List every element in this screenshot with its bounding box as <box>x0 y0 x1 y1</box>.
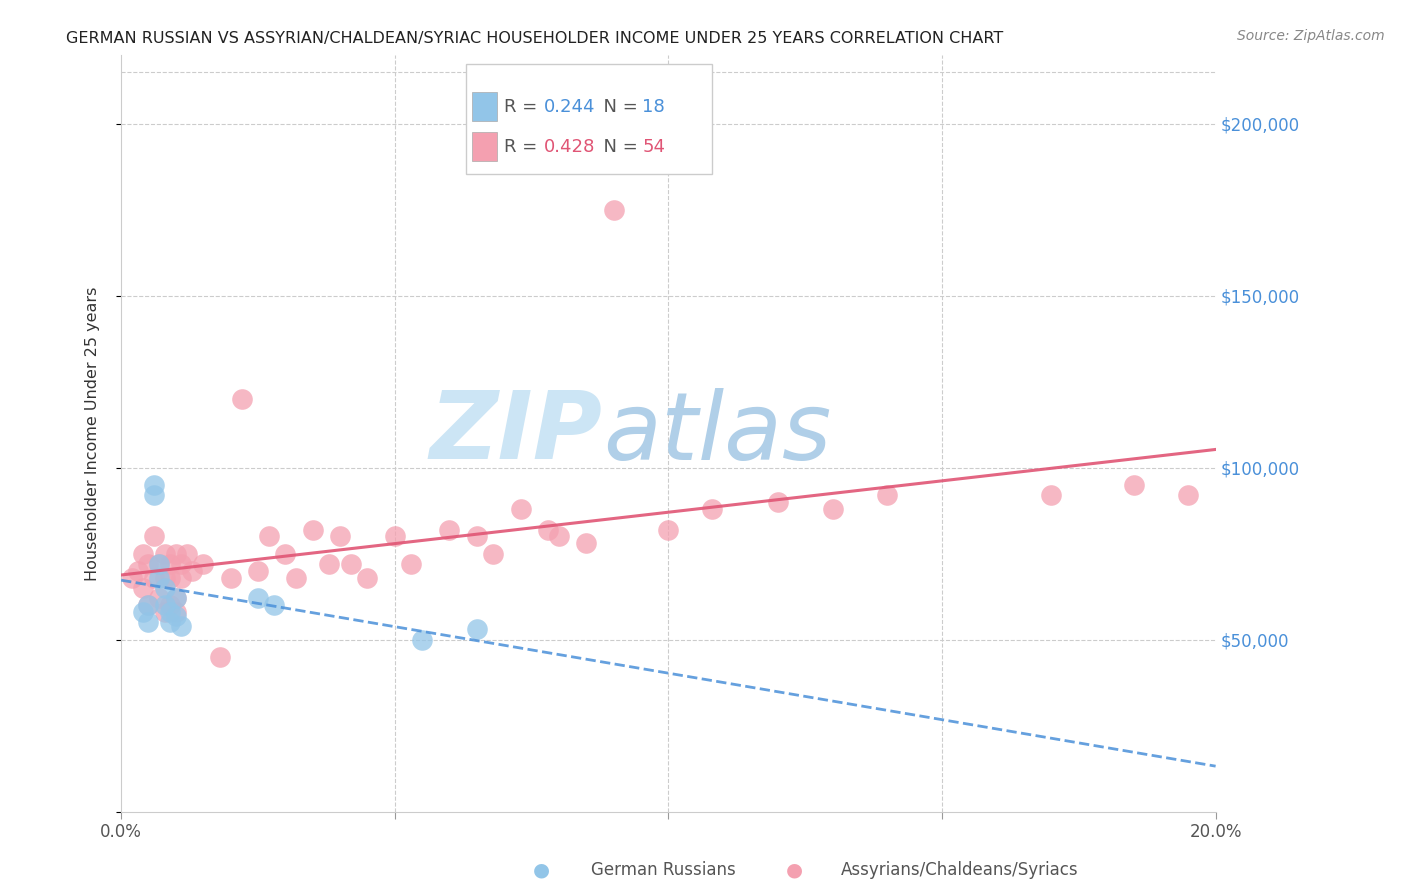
Point <box>219 571 242 585</box>
Point <box>138 557 160 571</box>
Point <box>148 591 170 606</box>
Text: R =: R = <box>505 138 543 156</box>
Point <box>159 599 181 613</box>
Point <box>482 547 505 561</box>
Point <box>132 605 155 619</box>
Point <box>318 557 340 571</box>
Point <box>176 547 198 561</box>
Point <box>509 502 531 516</box>
Point <box>465 529 488 543</box>
Point <box>274 547 297 561</box>
Point <box>159 557 181 571</box>
Text: 0.244: 0.244 <box>544 98 595 116</box>
Point <box>411 632 433 647</box>
Text: N =: N = <box>592 98 644 116</box>
Point <box>876 488 898 502</box>
Point <box>821 502 844 516</box>
Point <box>132 547 155 561</box>
Point <box>159 615 181 630</box>
Point <box>575 536 598 550</box>
Point <box>165 591 187 606</box>
Point <box>208 649 231 664</box>
Point <box>301 523 323 537</box>
Point <box>231 392 253 406</box>
Point <box>657 523 679 537</box>
Point <box>439 523 461 537</box>
Point <box>165 547 187 561</box>
Point <box>702 502 724 516</box>
Text: 18: 18 <box>643 98 665 116</box>
Point <box>465 622 488 636</box>
Text: ZIP: ZIP <box>430 387 603 479</box>
Point <box>257 529 280 543</box>
Point <box>159 605 181 619</box>
Point <box>165 591 187 606</box>
Point <box>153 605 176 619</box>
Text: GERMAN RUSSIAN VS ASSYRIAN/CHALDEAN/SYRIAC HOUSEHOLDER INCOME UNDER 25 YEARS COR: GERMAN RUSSIAN VS ASSYRIAN/CHALDEAN/SYRI… <box>66 31 1002 46</box>
FancyBboxPatch shape <box>465 64 713 174</box>
Point <box>121 571 143 585</box>
Point <box>181 564 204 578</box>
Point <box>153 547 176 561</box>
Point <box>148 557 170 571</box>
Point <box>340 557 363 571</box>
Point <box>602 202 624 217</box>
Point <box>143 529 166 543</box>
Point <box>153 581 176 595</box>
Text: Assyrians/Chaldeans/Syriacs: Assyrians/Chaldeans/Syriacs <box>841 861 1078 879</box>
Point <box>148 571 170 585</box>
Point <box>399 557 422 571</box>
Point <box>165 608 187 623</box>
Point <box>1040 488 1063 502</box>
Point <box>138 615 160 630</box>
Point <box>159 571 181 585</box>
Point <box>193 557 215 571</box>
Text: atlas: atlas <box>603 388 831 479</box>
Point <box>170 571 193 585</box>
Point <box>138 599 160 613</box>
Point <box>143 571 166 585</box>
Y-axis label: Householder Income Under 25 years: Householder Income Under 25 years <box>86 286 100 581</box>
Point <box>246 591 269 606</box>
Point <box>1177 488 1199 502</box>
Point <box>153 571 176 585</box>
Bar <box>472 132 496 161</box>
Point <box>138 599 160 613</box>
Point <box>548 529 571 543</box>
Point <box>170 619 193 633</box>
Text: R =: R = <box>505 98 543 116</box>
Point <box>263 599 285 613</box>
Point <box>329 529 352 543</box>
Point <box>153 599 176 613</box>
Point <box>143 478 166 492</box>
Point <box>537 523 560 537</box>
Point <box>170 557 193 571</box>
Point <box>165 605 187 619</box>
Point <box>148 557 170 571</box>
Point <box>356 571 378 585</box>
Text: ●: ● <box>533 860 550 880</box>
Point <box>132 581 155 595</box>
Text: 0.428: 0.428 <box>544 138 595 156</box>
Point <box>143 488 166 502</box>
Point <box>285 571 308 585</box>
Text: German Russians: German Russians <box>591 861 735 879</box>
Point <box>384 529 406 543</box>
Point <box>1122 478 1144 492</box>
Point <box>246 564 269 578</box>
Point <box>127 564 149 578</box>
Text: 54: 54 <box>643 138 665 156</box>
Text: Source: ZipAtlas.com: Source: ZipAtlas.com <box>1237 29 1385 43</box>
Text: ●: ● <box>786 860 803 880</box>
Point <box>766 495 789 509</box>
Bar <box>472 92 496 121</box>
Text: N =: N = <box>592 138 644 156</box>
